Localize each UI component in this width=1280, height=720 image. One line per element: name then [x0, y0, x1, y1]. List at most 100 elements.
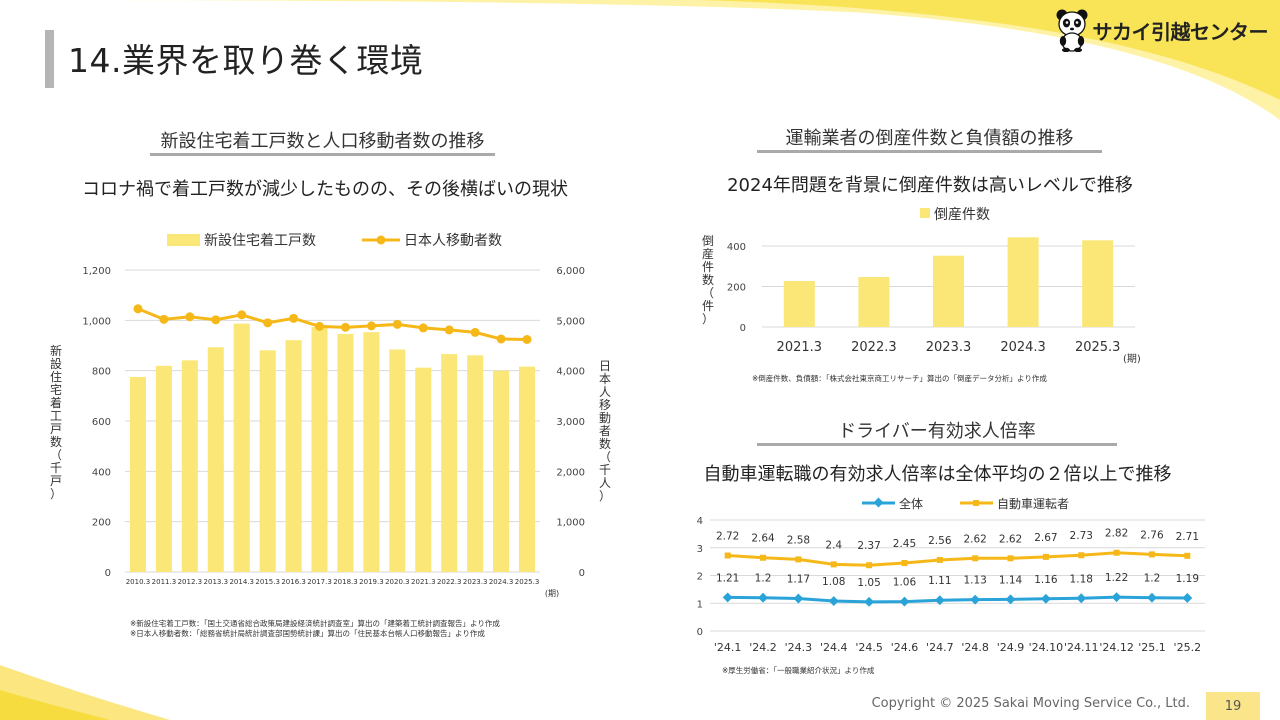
top-right-source-note: ※倒産件数、負債額：「株式会社東京商工リサーチ」算出の「倒産データ分析」より作成: [752, 374, 1047, 383]
point-overall: [1040, 593, 1051, 604]
point-drivers: [1042, 553, 1049, 560]
data-label: 2.58: [787, 534, 810, 546]
y-axis-title-char: 新: [50, 343, 62, 358]
x-tick-label: 2021.3: [411, 578, 436, 586]
bar-housing-starts: [467, 355, 484, 572]
legend-marker-drivers: [973, 500, 979, 506]
x-tick-label: 2023.3: [926, 340, 972, 355]
y-tick-label: 0: [740, 323, 746, 334]
bar-housing-starts: [389, 349, 406, 572]
data-label: 2.62: [963, 533, 986, 545]
point-drivers: [1078, 552, 1085, 559]
y-axis-title-char: 数: [702, 272, 714, 287]
panda-icon: [1056, 9, 1087, 52]
bar-bankruptcies: [933, 255, 964, 327]
bar-housing-starts: [311, 326, 328, 572]
y-axis-title-char: 戸: [50, 474, 62, 488]
y-axis-title-char: 住: [50, 370, 62, 384]
legend-label-overall: 全体: [899, 496, 923, 511]
x-tick-label: '24.11: [1064, 641, 1099, 654]
y-tick-label: 1,200: [82, 266, 111, 277]
y-axis-title-char: 産: [702, 246, 714, 261]
left-section-underline: [150, 153, 495, 156]
top-right-section-heading: 運輸業者の倒産件数と負債額の推移: [785, 128, 1074, 149]
top-right-section-underline: [757, 150, 1102, 153]
point-drivers: [866, 562, 873, 569]
y-tick-label: 0: [697, 627, 703, 638]
y2-axis-title-char: 者: [599, 424, 611, 438]
data-label: 1.17: [787, 574, 810, 586]
y2-tick-label: 2,000: [556, 467, 585, 478]
point-overall: [864, 596, 875, 607]
x-tick-label: 2019.3: [359, 578, 384, 586]
data-label: 1.2: [755, 573, 772, 585]
x-tick-label: '24.2: [749, 641, 777, 654]
legend-label-bar: 倒産件数: [934, 207, 990, 223]
point-drivers: [1007, 555, 1014, 562]
bottom-right-section-heading: ドライバー有効求人倍率: [838, 421, 1036, 442]
point-drivers: [972, 555, 979, 562]
x-tick-label: 2017.3: [307, 578, 332, 586]
left-section-subtitle: コロナ禍で着工戸数が減少したものの、その後横ばいの現状: [82, 179, 568, 200]
driver-job-ratio-chart: 0 1 2 3 4 1.21 1.2 1.17 1.08 1.05 1.06 1.11 1.13 1.14…: [697, 496, 1205, 654]
y2-axis-title-char: ）: [599, 489, 611, 503]
point-migrants: [522, 334, 532, 344]
point-drivers: [795, 556, 802, 563]
bar-housing-starts: [518, 366, 536, 572]
y-axis-title-char: 倒: [702, 234, 714, 248]
y-tick-label: 200: [92, 518, 111, 529]
point-drivers: [1113, 549, 1120, 556]
point-migrants: [237, 310, 247, 320]
y-axis-title-char: （: [702, 286, 714, 300]
page-number: 19: [1206, 692, 1260, 720]
bankruptcy-chart: 0 200 400 2021.3 2022.3 2023.3 2024.3 2025.3(期)…: [702, 207, 1141, 365]
y-tick-label: 400: [92, 467, 111, 478]
data-label: 2.67: [1034, 532, 1057, 544]
point-migrants: [470, 327, 480, 337]
x-tick-label: '24.1: [714, 641, 742, 654]
x-tick-label: 2024.3: [489, 578, 514, 586]
data-label: 2.71: [1176, 531, 1199, 543]
bottom-right-section-underline: [757, 443, 1117, 446]
point-drivers: [936, 556, 943, 563]
point-migrants: [496, 334, 506, 344]
bottom-right-section-subtitle: 自動車運転職の有効求人倍率は全体平均の２倍以上で推移: [703, 464, 1172, 485]
x-tick-label: '24.5: [855, 641, 883, 654]
data-label: 1.06: [893, 577, 917, 589]
data-label: 1.11: [928, 575, 951, 587]
logo-text: サカイ引越センター: [1092, 19, 1269, 44]
x-tick-label: 2015.3: [255, 578, 280, 586]
y-axis-title-char: 宅: [50, 382, 62, 397]
x-tick-label: 2018.3: [333, 578, 358, 586]
point-migrants: [340, 322, 350, 332]
x-tick-label: 2022.3: [851, 340, 897, 355]
point-migrants: [289, 313, 299, 323]
x-tick-label: 2022.3: [437, 578, 462, 586]
left-source-note: ※新設住宅着工戸数：「国土交通省総合政策局建設経済統計調査室」算出の「建築着工統…: [130, 619, 500, 638]
legend-swatch-bar: [920, 208, 930, 218]
y2-tick-label: 3,000: [556, 417, 585, 428]
data-label: 1.22: [1105, 572, 1128, 584]
point-drivers: [830, 561, 837, 568]
y-tick-label: 400: [727, 242, 746, 253]
y2-tick-label: 5,000: [556, 316, 585, 327]
top-right-section-subtitle: 2024年問題を背景に倒産件数は高いレベルで推移: [727, 175, 1133, 196]
x-tick-label: 2011.3: [152, 578, 177, 586]
y-tick-label: 800: [92, 367, 111, 378]
point-overall: [793, 593, 804, 604]
bar-housing-starts: [493, 370, 510, 572]
x-tick-label: '24.8: [961, 641, 989, 654]
y-axis-title-char: 千: [50, 461, 62, 475]
y2-tick-label: 6,000: [556, 266, 585, 277]
y2-axis-title-char: 動: [599, 411, 611, 425]
y2-axis-title-char: 移: [599, 398, 611, 412]
y2-axis-title-char: 人: [599, 476, 611, 490]
data-label: 2.56: [928, 535, 952, 547]
data-label: 2.4: [825, 539, 842, 551]
data-label: 2.37: [857, 540, 880, 552]
data-label: 1.13: [963, 575, 986, 587]
bar-housing-starts: [441, 354, 458, 572]
x-tick-label: 2023.3: [463, 578, 488, 586]
y2-tick-label: 1,000: [556, 518, 585, 529]
y-axis-title-char: 工: [50, 409, 62, 423]
